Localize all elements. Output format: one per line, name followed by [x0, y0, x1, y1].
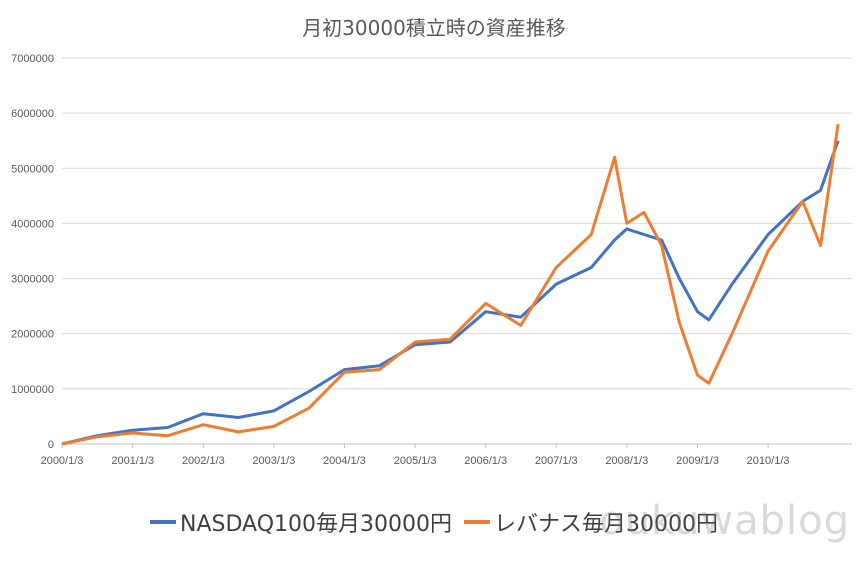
- legend-item-2: レバナス毎月30000円: [463, 506, 718, 538]
- y-tick-label: 0: [48, 439, 54, 451]
- watermark: oukuwablog: [599, 498, 850, 544]
- legend-label: レバナス毎月30000円: [493, 512, 718, 537]
- x-tick-label: 2002/1/3: [182, 455, 225, 467]
- x-tick-label: 2008/1/3: [605, 455, 648, 467]
- legend-item-1: NASDAQ100毎月30000円: [150, 506, 452, 538]
- x-tick-label: 2007/1/3: [535, 455, 578, 467]
- series-line-1: [61, 140, 840, 446]
- legend-swatch: [463, 520, 490, 524]
- chart-title: 月初30000積立時の資産推移: [302, 16, 566, 40]
- y-tick-label: 1000000: [11, 384, 54, 396]
- x-tick-label: 2009/1/3: [676, 455, 719, 467]
- legend-label: NASDAQ100毎月30000円: [180, 512, 452, 537]
- legend-swatch: [150, 520, 176, 524]
- x-tick-label: 2003/1/3: [252, 455, 295, 467]
- series-line-2: [61, 123, 840, 446]
- y-tick-label: 6000000: [11, 108, 54, 120]
- legend: NASDAQ100毎月30000円 レバナス毎月30000円: [0, 505, 868, 538]
- x-tick-label: 2004/1/3: [323, 455, 366, 467]
- y-tick-label: 3000000: [11, 274, 54, 286]
- x-tick-label: 2005/1/3: [394, 455, 437, 467]
- y-tick-label: 4000000: [11, 218, 54, 230]
- x-tick-label: 2010/1/3: [747, 455, 790, 467]
- x-tick-label: 2000/1/3: [41, 455, 84, 467]
- y-tick-label: 7000000: [11, 53, 54, 65]
- y-tick-label: 5000000: [11, 163, 54, 175]
- y-tick-label: 2000000: [11, 329, 54, 341]
- x-tick-label: 2006/1/3: [464, 455, 507, 467]
- x-tick-label: 2001/1/3: [111, 455, 154, 467]
